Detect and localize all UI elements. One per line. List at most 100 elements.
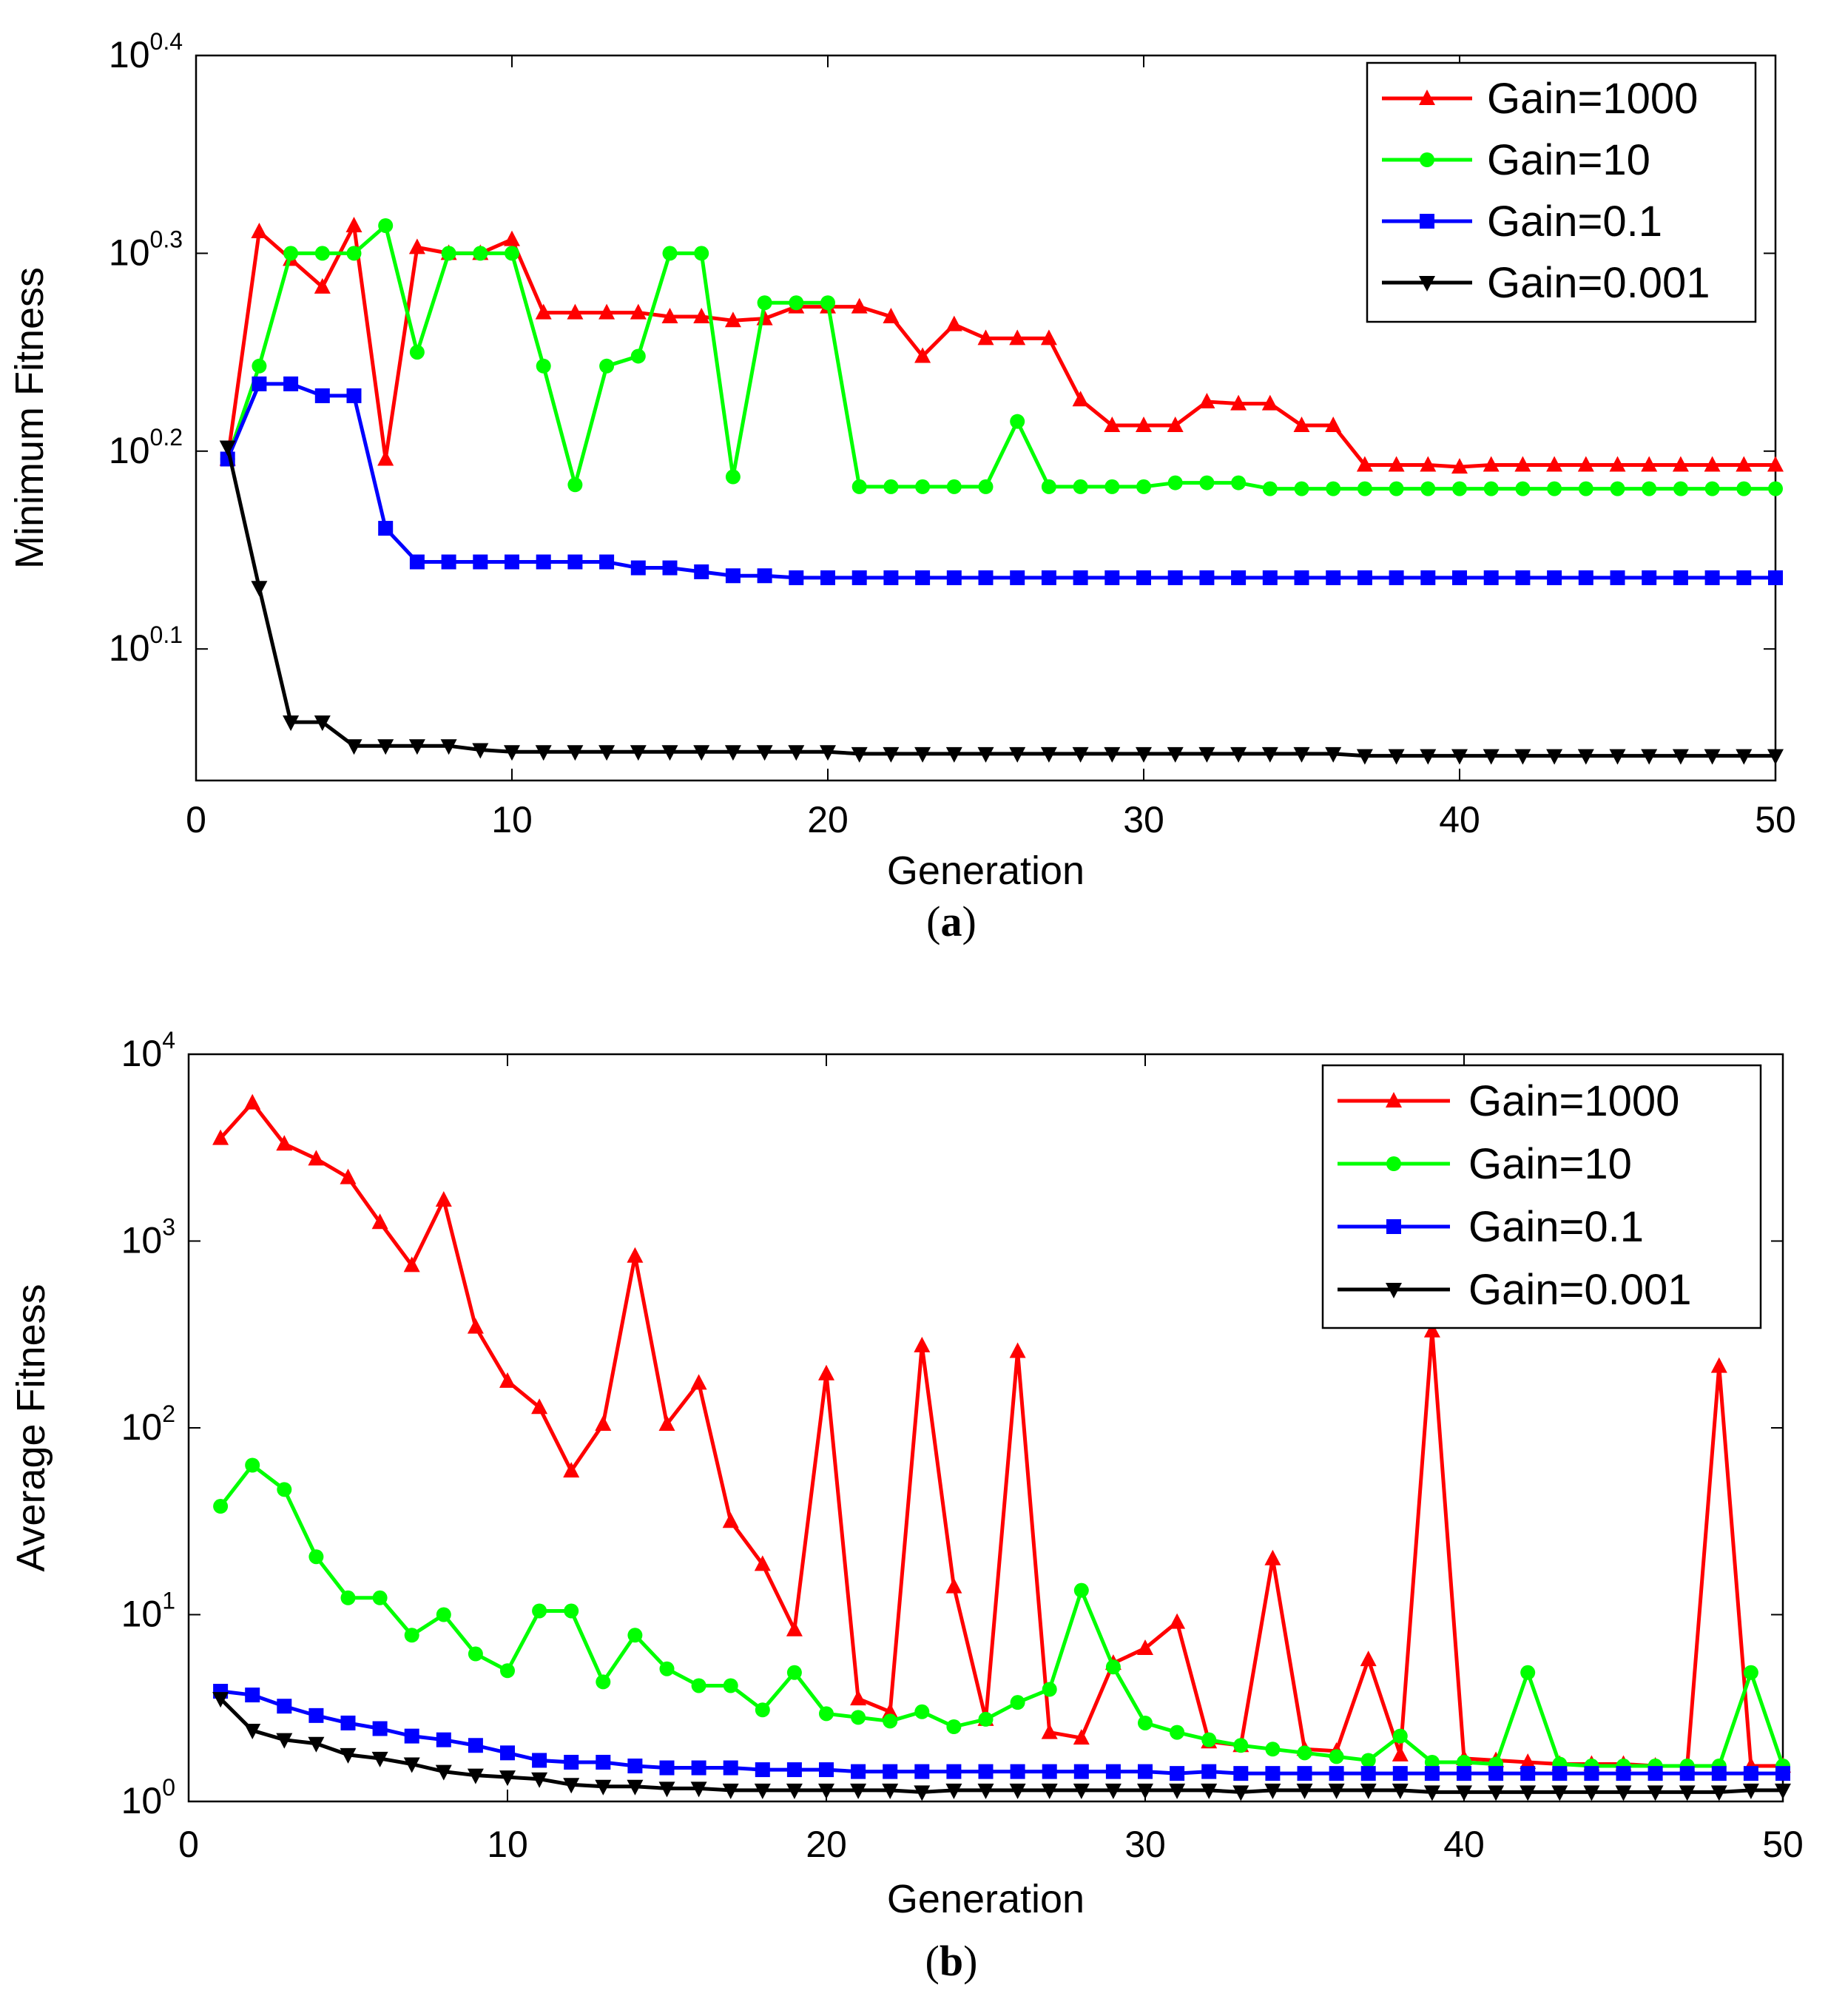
data-point	[340, 1747, 357, 1764]
y-tick-exponent: 1	[162, 1588, 175, 1614]
data-point	[1743, 1766, 1758, 1781]
data-point	[505, 246, 519, 261]
data-point	[1641, 749, 1658, 765]
data-point	[946, 570, 962, 585]
data-point	[1360, 1766, 1376, 1781]
data-point	[1736, 749, 1753, 765]
data-point	[372, 1721, 388, 1736]
data-point	[946, 1719, 962, 1734]
data-point	[1265, 1742, 1281, 1757]
data-point	[213, 1499, 229, 1514]
legend: Gain=1000 Gain=10 Gain=0.1 Gain=0.001	[1321, 1064, 1762, 1329]
data-point	[1616, 1766, 1631, 1781]
y-tick-label: 102	[121, 1400, 175, 1448]
legend-label: Gain=0.001	[1487, 259, 1710, 307]
data-point	[1010, 1764, 1025, 1779]
data-point	[1201, 1764, 1217, 1779]
data-point	[850, 1783, 867, 1799]
data-point	[694, 564, 709, 579]
data-point	[505, 554, 519, 570]
data-point	[219, 440, 236, 456]
data-point	[820, 295, 835, 311]
data-point	[1420, 570, 1436, 585]
data-point	[535, 745, 552, 761]
series-gain-10	[213, 1457, 1790, 1774]
data-point	[851, 746, 868, 763]
data-point	[1009, 1783, 1026, 1799]
data-point	[724, 745, 741, 761]
data-point	[1137, 1639, 1153, 1655]
data-point	[1009, 1342, 1026, 1358]
data-point	[1672, 456, 1689, 472]
data-point	[627, 1628, 643, 1643]
y-tick-base: 10	[121, 1033, 163, 1074]
data-point	[1710, 1785, 1727, 1801]
data-point	[404, 1728, 419, 1744]
data-point	[1136, 746, 1152, 763]
data-point	[308, 1736, 325, 1753]
data-point	[851, 1710, 866, 1725]
data-point	[1389, 481, 1404, 496]
data-point	[1423, 1785, 1440, 1801]
data-point	[277, 1482, 292, 1497]
data-point	[314, 277, 331, 294]
data-point	[1167, 417, 1184, 433]
series-gain-0-001	[219, 440, 1784, 765]
y-tick-base: 10	[109, 34, 150, 75]
data-point	[1293, 746, 1310, 763]
y-tick-base: 10	[121, 1780, 163, 1821]
data-point	[754, 1783, 771, 1799]
data-point	[1104, 746, 1121, 763]
data-point	[1230, 394, 1247, 411]
data-point	[1452, 570, 1467, 585]
data-point	[693, 307, 710, 323]
data-point	[564, 1754, 579, 1770]
data-point	[1392, 1728, 1408, 1744]
data-point	[1042, 1682, 1057, 1697]
data-point	[725, 469, 741, 485]
data-point	[1356, 456, 1373, 472]
data-point	[1294, 570, 1309, 585]
data-point	[1137, 1783, 1153, 1799]
data-point	[1233, 1766, 1249, 1781]
data-point	[1609, 749, 1626, 765]
y-tick-base: 10	[121, 1594, 163, 1635]
data-point	[1009, 746, 1026, 763]
data-point	[1136, 417, 1152, 433]
data-point	[1420, 456, 1437, 472]
series-line	[226, 446, 1775, 758]
data-point	[1010, 570, 1025, 585]
data-point	[531, 1772, 548, 1788]
data-point	[1201, 1732, 1217, 1747]
data-point	[372, 1590, 388, 1605]
series-line	[219, 1101, 1783, 1768]
data-point	[403, 1757, 420, 1773]
y-tick-label: 104	[121, 1027, 175, 1074]
data-point	[346, 246, 362, 261]
legend-label: Gain=10	[1468, 1140, 1632, 1188]
data-point	[627, 1247, 644, 1263]
data-point	[1483, 570, 1499, 585]
data-point	[1138, 1715, 1153, 1730]
data-point	[1457, 1766, 1471, 1781]
data-point	[1641, 456, 1658, 472]
series-gain-0-001	[212, 1692, 1791, 1801]
data-point	[914, 1704, 930, 1719]
data-point	[440, 739, 457, 755]
data-point	[283, 715, 300, 732]
data-point	[308, 1150, 325, 1166]
data-point	[1775, 1783, 1791, 1799]
data-point	[1138, 1764, 1153, 1779]
data-point	[755, 1702, 770, 1718]
data-point	[1583, 1785, 1600, 1801]
chart-panel-b: 0 10 20 30 40 50100101102103104Gain=1000Gain=…	[9, 1027, 1804, 1985]
data-point	[532, 1603, 547, 1619]
data-point	[1775, 1766, 1790, 1781]
data-point	[345, 739, 362, 755]
data-point	[1451, 458, 1468, 474]
y-tick-label: 101	[121, 1588, 175, 1635]
y-tick-base: 10	[109, 430, 150, 471]
data-point	[1457, 1754, 1471, 1770]
y-tick-label: 100	[121, 1774, 175, 1821]
data-point	[1456, 1785, 1472, 1801]
